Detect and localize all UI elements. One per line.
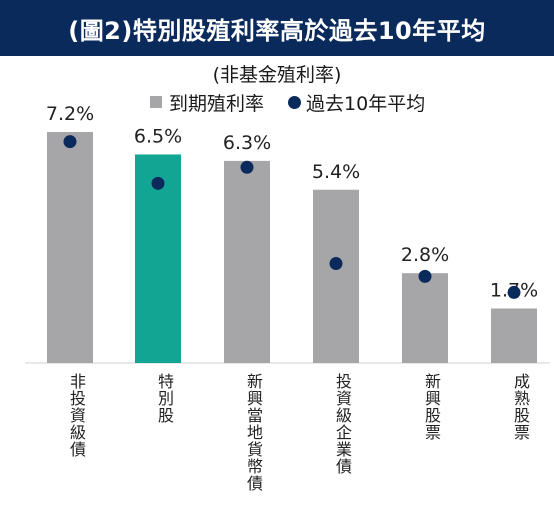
chart-subtitle: (非基金殖利率) xyxy=(212,64,342,86)
legend-dot-swatch xyxy=(288,95,302,109)
data-label-5: 2.8% xyxy=(401,244,449,266)
legend-bar-swatch xyxy=(150,96,162,108)
x-tick-label-5: 新興股票 xyxy=(422,373,441,441)
data-label-1: 7.2% xyxy=(46,103,94,125)
legend: 到期殖利率 過去10年平均 xyxy=(150,89,425,115)
avg-point-5 xyxy=(418,269,432,283)
data-label-3: 6.3% xyxy=(223,132,271,154)
avg-point-1 xyxy=(63,135,77,149)
avg-point-2 xyxy=(151,176,165,190)
x-tick-label-1: 非投資級債 xyxy=(67,373,86,458)
avg-point-6 xyxy=(507,285,521,299)
bar-6 xyxy=(491,308,537,363)
x-tick-label-3: 新興當地貨幣債 xyxy=(244,373,263,492)
data-label-4: 5.4% xyxy=(312,161,360,183)
chart-title: (圖2)特別股殖利率高於過去10年平均 xyxy=(0,0,554,56)
bar-4 xyxy=(313,189,359,363)
x-tick-label-6: 成熟股票 xyxy=(511,373,530,441)
avg-point-3 xyxy=(240,160,254,174)
legend-dot-label: 過去10年平均 xyxy=(306,92,426,115)
bar-3 xyxy=(224,160,270,363)
x-tick-label-4: 投資級企業債 xyxy=(333,373,352,475)
x-tick-label-2: 特別股 xyxy=(155,373,174,424)
avg-point-4 xyxy=(329,257,343,271)
bar-5 xyxy=(402,273,448,363)
legend-bar-label: 到期殖利率 xyxy=(169,92,265,115)
data-label-2: 6.5% xyxy=(134,125,182,147)
bar-1 xyxy=(47,132,93,363)
